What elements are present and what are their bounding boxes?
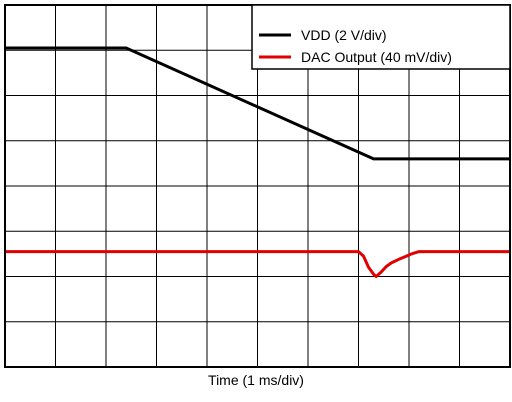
legend-label-dac: DAC Output (40 mV/div) xyxy=(301,49,452,65)
legend-label-vdd: VDD (2 V/div) xyxy=(301,27,387,43)
x-axis-label: Time (1 ms/div) xyxy=(208,372,304,388)
series-line-vdd xyxy=(5,46,510,161)
legend-box xyxy=(251,4,511,70)
series-line-dac-output xyxy=(5,250,510,278)
legend: VDD (2 V/div) DAC Output (40 mV/div) xyxy=(251,4,511,70)
plot-series xyxy=(5,46,510,278)
oscilloscope-plot: VDD (2 V/div) DAC Output (40 mV/div) xyxy=(4,4,511,368)
